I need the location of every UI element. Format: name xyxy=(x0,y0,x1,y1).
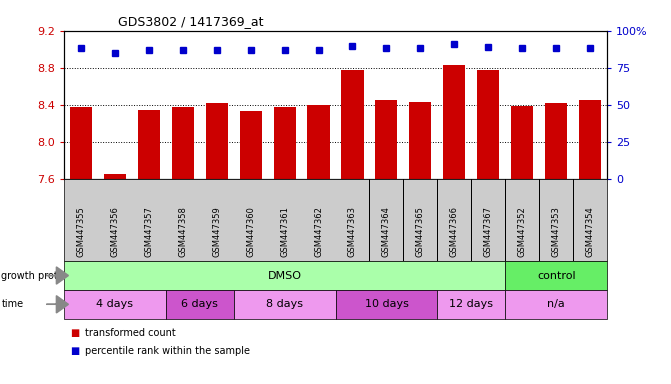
Bar xyxy=(444,65,466,179)
Bar xyxy=(511,106,533,179)
Text: growth protocol: growth protocol xyxy=(1,270,78,281)
Text: 6 days: 6 days xyxy=(181,299,218,310)
Bar xyxy=(70,108,92,179)
Bar xyxy=(274,108,296,179)
Text: ■: ■ xyxy=(70,346,80,356)
Text: GSM447367: GSM447367 xyxy=(484,206,493,257)
Bar xyxy=(240,111,262,179)
Text: GSM447364: GSM447364 xyxy=(382,207,391,257)
Bar xyxy=(172,108,194,179)
Text: 8 days: 8 days xyxy=(266,299,303,310)
Text: percentile rank within the sample: percentile rank within the sample xyxy=(85,346,250,356)
Text: time: time xyxy=(1,299,23,310)
Bar xyxy=(138,110,160,179)
Text: GSM447363: GSM447363 xyxy=(348,206,357,257)
Text: GSM447357: GSM447357 xyxy=(144,207,153,257)
Bar xyxy=(579,100,601,179)
Bar xyxy=(342,70,364,179)
Text: GSM447366: GSM447366 xyxy=(450,206,459,257)
Bar xyxy=(103,174,125,179)
Text: transformed count: transformed count xyxy=(85,328,176,338)
Bar xyxy=(307,104,329,179)
Bar xyxy=(375,100,397,179)
Text: GSM447360: GSM447360 xyxy=(246,207,255,257)
Text: GSM447352: GSM447352 xyxy=(518,207,527,257)
Text: GSM447353: GSM447353 xyxy=(552,207,561,257)
Text: GSM447358: GSM447358 xyxy=(178,207,187,257)
Text: n/a: n/a xyxy=(548,299,565,310)
Text: 10 days: 10 days xyxy=(364,299,409,310)
Text: GSM447355: GSM447355 xyxy=(76,207,85,257)
Text: GSM447361: GSM447361 xyxy=(280,207,289,257)
Text: GSM447359: GSM447359 xyxy=(212,207,221,257)
Bar xyxy=(205,103,227,179)
Text: ■: ■ xyxy=(70,328,80,338)
Text: GSM447362: GSM447362 xyxy=(314,207,323,257)
Bar xyxy=(546,103,568,179)
Text: GSM447356: GSM447356 xyxy=(110,207,119,257)
Text: 4 days: 4 days xyxy=(96,299,134,310)
Bar xyxy=(409,102,431,179)
Text: DMSO: DMSO xyxy=(268,270,301,281)
Text: GDS3802 / 1417369_at: GDS3802 / 1417369_at xyxy=(118,15,264,28)
Text: GSM447354: GSM447354 xyxy=(586,207,595,257)
Bar xyxy=(477,70,499,179)
Text: GSM447365: GSM447365 xyxy=(416,207,425,257)
Text: control: control xyxy=(537,270,576,281)
Text: 12 days: 12 days xyxy=(450,299,493,310)
